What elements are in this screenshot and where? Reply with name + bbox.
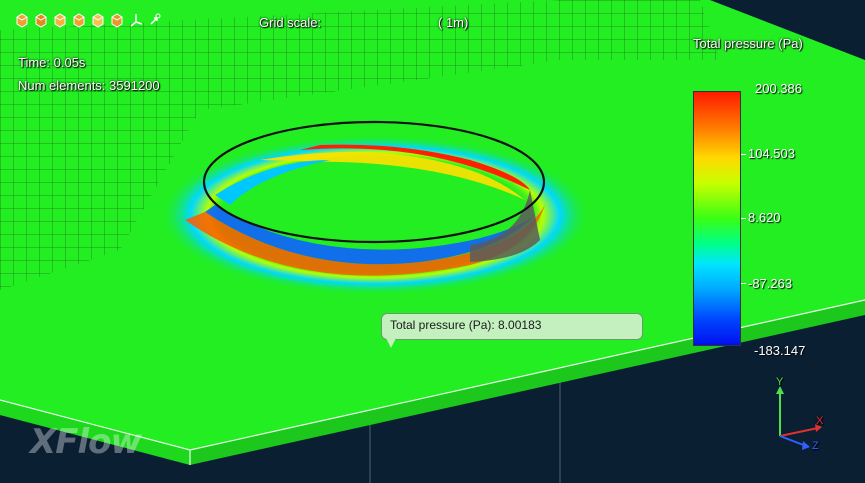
axis-x-label: X bbox=[816, 415, 824, 427]
axis-y-label: Y bbox=[776, 376, 784, 388]
colorbar-tick bbox=[741, 218, 746, 219]
xflow-logo: XFlow bbox=[30, 422, 142, 462]
axis-z-label: Z bbox=[812, 440, 819, 452]
view-bottom-cube-icon[interactable] bbox=[109, 12, 125, 28]
colorbar-tick bbox=[741, 283, 746, 284]
view-back-cube-icon[interactable] bbox=[33, 12, 49, 28]
view-right-cube-icon[interactable] bbox=[71, 12, 87, 28]
axes-gizmo bbox=[776, 386, 822, 450]
legend-mid: 8.620 bbox=[748, 210, 781, 225]
num-elements: Num elements: 3591200 bbox=[18, 78, 160, 93]
legend-min: -183.147 bbox=[754, 343, 806, 358]
view-toolbar bbox=[14, 12, 163, 28]
cylinder-outline[interactable] bbox=[202, 120, 546, 244]
axes-icon[interactable] bbox=[128, 12, 144, 28]
view-front-cube-icon[interactable] bbox=[14, 12, 30, 28]
legend-value-4: -87.263 bbox=[748, 276, 793, 291]
probe-tooltip: Total pressure (Pa): 8.00183 bbox=[381, 313, 643, 340]
rotate-axes-icon[interactable] bbox=[147, 12, 163, 28]
mesh-grid-left bbox=[0, 0, 560, 290]
plate-front bbox=[0, 400, 190, 465]
plate-edges bbox=[0, 299, 865, 465]
view-left-cube-icon[interactable] bbox=[52, 12, 68, 28]
pressure-band-front bbox=[185, 205, 545, 276]
legend-value-2: 104.503 bbox=[748, 146, 795, 161]
mesh-grid-right bbox=[560, 0, 720, 60]
colorbar-tick bbox=[741, 154, 746, 155]
pressure-band-blue bbox=[205, 205, 535, 265]
tooltip-pointer bbox=[386, 338, 396, 348]
legend-title: Total pressure (Pa) bbox=[693, 36, 803, 51]
simulation-time: Time: 0.05s bbox=[18, 55, 86, 70]
pressure-band-back bbox=[300, 144, 530, 190]
grid-scale-label: Grid scale: bbox=[259, 15, 322, 30]
pressure-band-inner bbox=[215, 160, 330, 205]
cylinder-wall bbox=[470, 190, 540, 262]
pressure-band-back-yellow bbox=[260, 152, 525, 200]
pressure-colorbar bbox=[693, 91, 741, 346]
legend-max: 200.386 bbox=[755, 81, 802, 96]
view-top-cube-icon[interactable] bbox=[90, 12, 106, 28]
grid-scale-value: ( 1m) bbox=[438, 15, 469, 30]
